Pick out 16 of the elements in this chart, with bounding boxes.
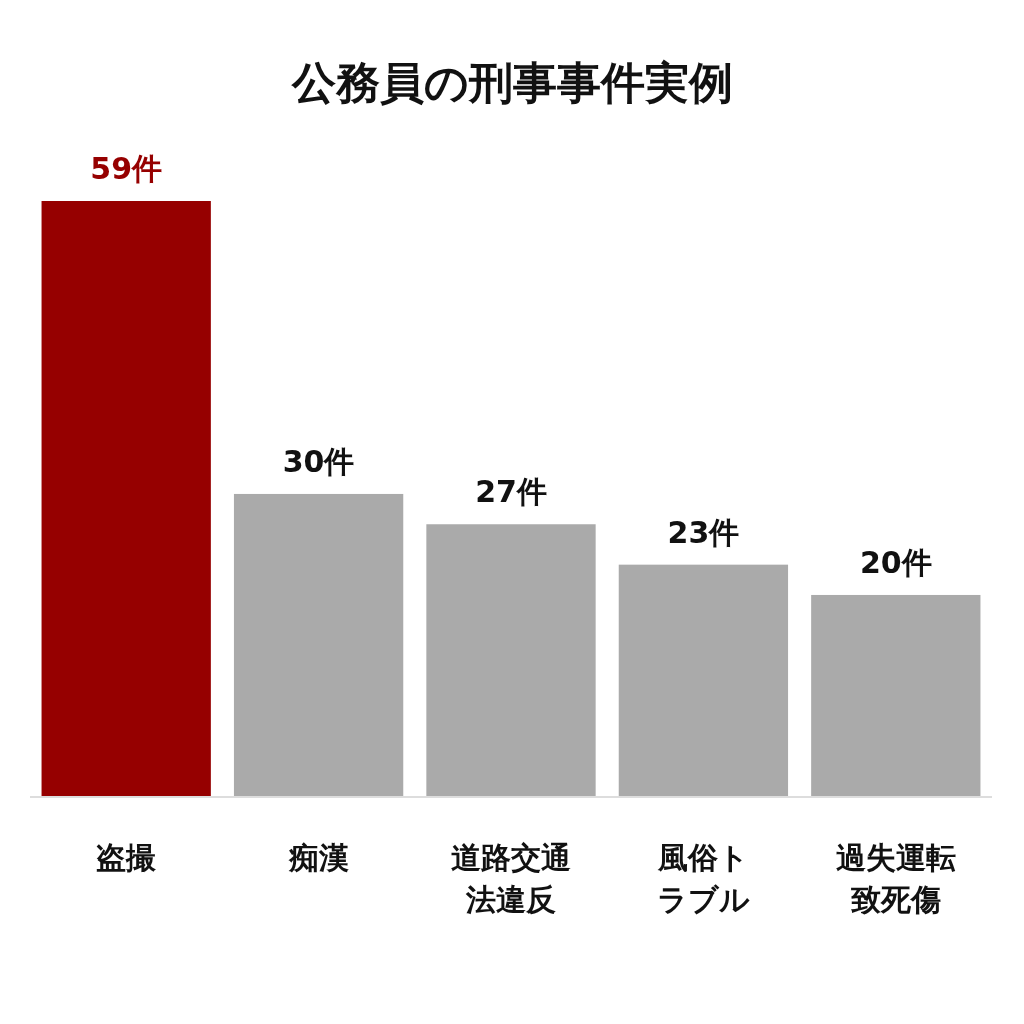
bar: [233, 493, 404, 797]
bar: [811, 594, 981, 797]
bar: [618, 564, 789, 797]
data-label: 23件: [667, 514, 740, 550]
bar: [41, 201, 211, 797]
chart-title: 公務員の刑事事件実例: [290, 57, 733, 108]
x-tick-label: 道路交通法違反: [451, 840, 571, 917]
x-tick-label: 痴漢: [287, 840, 349, 875]
data-label: 20件: [859, 544, 932, 580]
x-tick-label: 過失運転致死傷: [835, 840, 956, 917]
data-label: 27件: [475, 474, 547, 510]
x-tick-label: 盗撮: [96, 840, 157, 875]
data-label: 30件: [282, 443, 355, 479]
bar: [426, 524, 596, 797]
data-label: 59件: [90, 151, 163, 186]
x-tick-label: 風俗トラブル: [656, 840, 750, 917]
